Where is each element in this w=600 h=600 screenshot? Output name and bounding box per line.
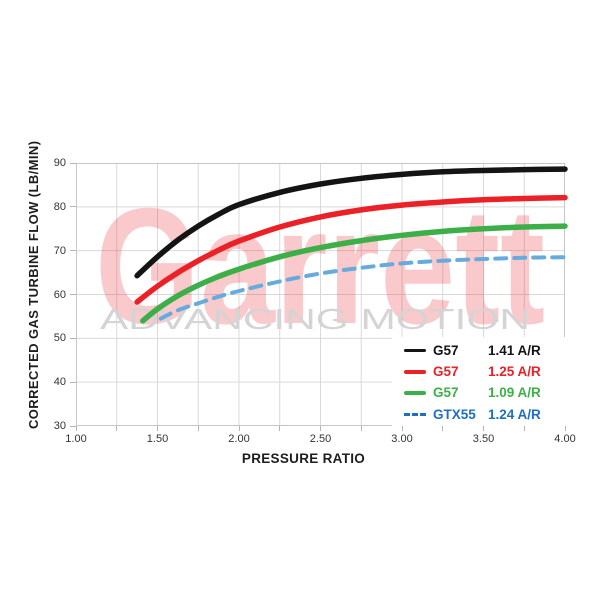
y-tick-label: 90 (53, 157, 66, 169)
legend-row-3: G57 1.09 A/R (404, 382, 565, 403)
x-tick-mark (564, 426, 566, 431)
x-tick-mark (157, 426, 158, 431)
legend-series-name: G57 (433, 343, 459, 359)
x-tick-mark (116, 426, 118, 431)
legend-row-1: G57 1.41 A/R (404, 340, 565, 361)
x-tick-label: 1.00 (65, 433, 87, 445)
x-tick-mark (483, 426, 484, 431)
legend-series-name: GTX55 (433, 406, 476, 422)
y-tick-mark (70, 337, 76, 339)
x-tick-mark (279, 426, 281, 431)
curve-g57-109 (140, 223, 568, 324)
x-tick-mark (360, 426, 362, 431)
legend-series-name: G57 (433, 385, 459, 401)
x-tick-mark (442, 426, 444, 431)
x-tick-mark (320, 426, 321, 431)
legend-solid-line-swatch (404, 391, 426, 395)
x-tick-label: 4.00 (554, 433, 576, 445)
legend-series-name: G57 (433, 364, 459, 380)
y-tick-label: 30 (53, 420, 66, 432)
x-tick-label: 2.00 (228, 433, 250, 445)
watermark: Garrett ADVANCING MOTION (95, 174, 545, 358)
curve-g57-125 (134, 194, 568, 305)
y-tick-mark (70, 294, 76, 295)
watermark-tagline-text: ADVANCING MOTION (100, 304, 530, 336)
legend-solid-line-swatch (404, 370, 426, 374)
y-tick-label: 80 (53, 200, 66, 213)
y-tick-label: 50 (53, 332, 66, 345)
legend-series-ar-ratio: 1.24 A/R (488, 406, 541, 422)
x-tick-mark (238, 426, 240, 431)
x-axis-title: PRESSURE RATIO (241, 451, 366, 466)
y-tick-mark (70, 250, 76, 252)
plot-border (76, 163, 565, 426)
legend-dashed-line-swatch (404, 412, 426, 416)
x-tick-mark (523, 426, 525, 431)
y-tick-label: 70 (53, 244, 66, 257)
y-tick-mark (70, 206, 76, 208)
x-tick-label: 2.50 (309, 433, 332, 445)
curves (134, 166, 568, 324)
x-tick-mark (75, 426, 77, 431)
x-tick-label: 1.50 (146, 433, 169, 445)
curve-gtx55-124 (158, 255, 567, 321)
legend: G57 1.41 A/R G57 1.25 A/R G57 1.09 A/R GTX55 1.… (392, 337, 565, 426)
legend-series-ar-ratio: 1.25 A/R (488, 364, 541, 380)
x-tick-label: 3.50 (472, 433, 495, 445)
legend-row-4: GTX55 1.24 A/R (404, 404, 565, 425)
y-tick-mark (70, 162, 76, 164)
watermark-brand-text: Garrett (95, 174, 545, 358)
x-tick-label: 3.00 (391, 433, 413, 445)
y-tick-label: 60 (53, 288, 66, 301)
y-tick-label: 40 (53, 376, 66, 389)
chart-svg: Garrett ADVANCING MOTION (76, 163, 568, 426)
x-tick-mark (197, 426, 199, 431)
y-tick-mark (70, 381, 76, 383)
curve-g57-141 (134, 166, 568, 279)
legend-solid-line-swatch (404, 348, 426, 353)
plot-area: Garrett ADVANCING MOTION G57 1.41 A/R G57 1… (76, 163, 568, 426)
x-tick-mark (401, 426, 403, 431)
legend-series-ar-ratio: 1.41 A/R (488, 343, 541, 359)
y-tick-mark (70, 425, 76, 427)
legend-series-ar-ratio: 1.09 A/R (488, 385, 541, 401)
legend-row-2: G57 1.25 A/R (404, 361, 565, 382)
